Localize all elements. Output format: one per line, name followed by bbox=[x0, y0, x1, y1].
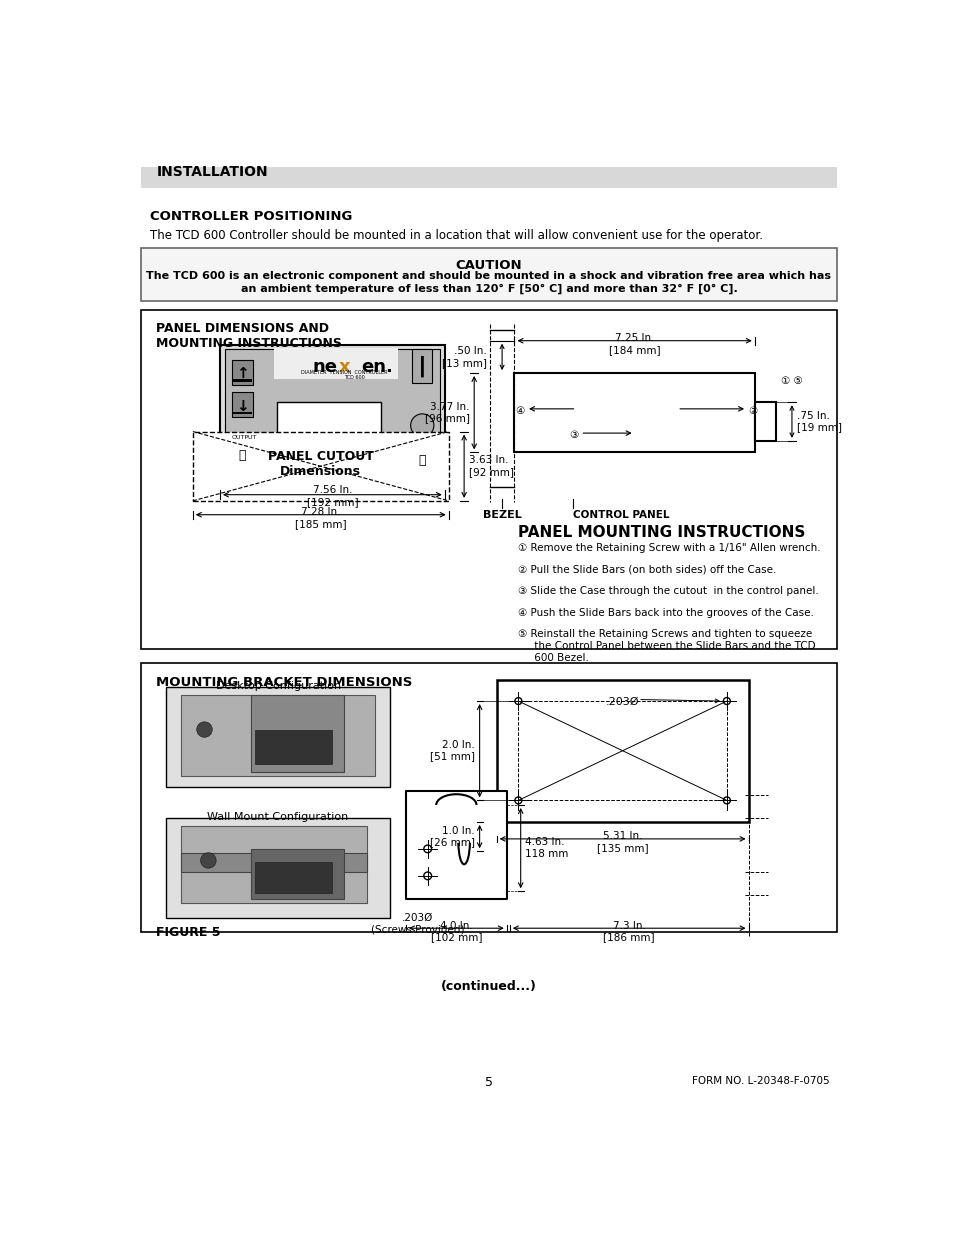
Text: Desktop Configuration: Desktop Configuration bbox=[215, 680, 340, 692]
Text: TCD 600: TCD 600 bbox=[343, 375, 364, 380]
Text: DIAMETER  TENSION  CONTROLLER: DIAMETER TENSION CONTROLLER bbox=[300, 370, 387, 375]
Text: 5.31 In.
[135 mm]: 5.31 In. [135 mm] bbox=[597, 831, 648, 853]
Bar bbox=[232, 393, 253, 417]
Text: 7.3 In.
[186 mm]: 7.3 In. [186 mm] bbox=[602, 920, 655, 942]
Text: FORM NO. L-20348-F-0705: FORM NO. L-20348-F-0705 bbox=[691, 1076, 828, 1086]
Text: ① Remove the Retaining Screw with a 1/16" Allen wrench.: ① Remove the Retaining Screw with a 1/16… bbox=[517, 543, 821, 553]
Text: 3.77 In.
[96 mm]: 3.77 In. [96 mm] bbox=[424, 401, 469, 424]
Text: ◄: ◄ bbox=[284, 466, 292, 475]
Bar bbox=[754, 403, 776, 441]
Text: The TCD 600 is an electronic component and should be mounted in a shock and vibr: The TCD 600 is an electronic component a… bbox=[146, 272, 831, 282]
Text: .50 In.
[13 mm]: .50 In. [13 mm] bbox=[441, 346, 486, 368]
Text: ④: ④ bbox=[515, 406, 524, 416]
Text: ⎈: ⎈ bbox=[418, 454, 426, 467]
Bar bbox=[274, 348, 397, 379]
Text: ②: ② bbox=[748, 406, 757, 416]
Bar bbox=[233, 379, 252, 382]
Bar bbox=[141, 310, 836, 648]
Text: PANEL MOUNTING INSTRUCTIONS: PANEL MOUNTING INSTRUCTIONS bbox=[517, 525, 805, 540]
Text: PANEL DIMENSIONS AND
MOUNTING INSTRUCTIONS: PANEL DIMENSIONS AND MOUNTING INSTRUCTIO… bbox=[156, 322, 342, 351]
Bar bbox=[412, 350, 432, 383]
Text: ⏻: ⏻ bbox=[238, 450, 246, 462]
Text: MOUNTING BRACKET DIMENSIONS: MOUNTING BRACKET DIMENSIONS bbox=[156, 677, 413, 689]
Circle shape bbox=[515, 797, 521, 804]
Text: an ambient temperature of less than 120° F [50° C] and more than 32° F [0° C].: an ambient temperature of less than 120°… bbox=[240, 284, 737, 294]
Text: The TCD 600 Controller should be mounted in a location that will allow convenien: The TCD 600 Controller should be mounted… bbox=[150, 228, 762, 242]
Text: ① ⑤: ① ⑤ bbox=[781, 375, 802, 385]
Bar bbox=[497, 679, 748, 823]
Text: 7.56 In.
[192 mm]: 7.56 In. [192 mm] bbox=[306, 485, 357, 508]
Bar bbox=[276, 403, 381, 456]
Bar bbox=[251, 848, 344, 899]
Bar bbox=[254, 862, 332, 893]
Text: 7.28 In.
[185 mm]: 7.28 In. [185 mm] bbox=[294, 508, 346, 529]
Bar bbox=[276, 462, 299, 479]
Text: ne: ne bbox=[313, 358, 337, 377]
Text: INSTALLATION: INSTALLATION bbox=[156, 165, 268, 179]
Bar bbox=[406, 792, 506, 899]
Circle shape bbox=[722, 698, 730, 704]
Bar bbox=[141, 167, 836, 188]
Bar bbox=[181, 826, 367, 903]
Text: BEZEL: BEZEL bbox=[482, 510, 521, 520]
Bar bbox=[141, 662, 836, 932]
Text: (continued...): (continued...) bbox=[440, 979, 537, 993]
Text: CONTROLLER POSITIONING: CONTROLLER POSITIONING bbox=[150, 210, 353, 222]
Bar bbox=[220, 345, 444, 479]
Bar bbox=[254, 730, 332, 764]
Bar bbox=[193, 431, 448, 501]
Bar bbox=[166, 818, 390, 918]
Circle shape bbox=[515, 698, 521, 704]
Text: ④ Push the Slide Bars back into the grooves of the Case.: ④ Push the Slide Bars back into the groo… bbox=[517, 608, 814, 618]
Text: .75 In.
[19 mm]: .75 In. [19 mm] bbox=[796, 411, 841, 432]
Circle shape bbox=[410, 452, 434, 475]
Text: 4.63 In.
118 mm: 4.63 In. 118 mm bbox=[525, 837, 568, 858]
Text: en.: en. bbox=[360, 358, 393, 377]
Bar bbox=[306, 462, 329, 479]
Text: ③ Slide the Case through the cutout  in the control panel.: ③ Slide the Case through the cutout in t… bbox=[517, 587, 819, 597]
Bar bbox=[514, 373, 754, 452]
Text: ② Pull the Slide Bars (on both sides) off the Case.: ② Pull the Slide Bars (on both sides) of… bbox=[517, 564, 776, 574]
Text: 5: 5 bbox=[484, 1076, 493, 1089]
Bar bbox=[232, 359, 253, 384]
Bar bbox=[224, 350, 439, 474]
Circle shape bbox=[423, 845, 431, 852]
Text: 2.0 In.
[51 mm]: 2.0 In. [51 mm] bbox=[430, 740, 475, 762]
Text: 7.25 In.
[184 mm]: 7.25 In. [184 mm] bbox=[608, 333, 659, 354]
Bar bbox=[233, 411, 252, 414]
Bar bbox=[181, 695, 375, 776]
Circle shape bbox=[196, 721, 212, 737]
Circle shape bbox=[722, 797, 730, 804]
Text: ┃: ┃ bbox=[416, 356, 427, 377]
Text: ↓: ↓ bbox=[235, 399, 249, 414]
Text: 1.0 In.
[26 mm]: 1.0 In. [26 mm] bbox=[430, 826, 475, 847]
Text: FIGURE 5: FIGURE 5 bbox=[156, 926, 221, 939]
Text: ③: ③ bbox=[569, 431, 578, 441]
Text: ↵: ↵ bbox=[314, 466, 321, 475]
Bar bbox=[141, 248, 836, 300]
Circle shape bbox=[233, 448, 253, 468]
Text: Wall Mount Configuration: Wall Mount Configuration bbox=[208, 811, 349, 823]
Circle shape bbox=[410, 414, 434, 437]
Bar bbox=[335, 462, 358, 479]
Text: CONTROL PANEL: CONTROL PANEL bbox=[572, 510, 668, 520]
Circle shape bbox=[200, 852, 216, 868]
Bar bbox=[166, 687, 390, 787]
Text: ⑤ Reinstall the Retaining Screws and tighten to squeeze
     the Control Panel b: ⑤ Reinstall the Retaining Screws and tig… bbox=[517, 630, 815, 663]
Text: PANEL CUTOUT
Dimensions: PANEL CUTOUT Dimensions bbox=[268, 450, 374, 478]
Bar bbox=[251, 695, 344, 772]
Text: ►: ► bbox=[343, 466, 351, 475]
Text: OUTPUT: OUTPUT bbox=[232, 436, 256, 441]
Text: .203Ø: .203Ø bbox=[605, 698, 639, 708]
Text: .203Ø
(Screws Provided): .203Ø (Screws Provided) bbox=[371, 913, 464, 935]
Text: x: x bbox=[338, 358, 350, 377]
Bar bbox=[181, 852, 367, 872]
Text: 4.0 In.
[102 mm]: 4.0 In. [102 mm] bbox=[430, 920, 481, 942]
Circle shape bbox=[423, 872, 431, 879]
Text: CAUTION: CAUTION bbox=[456, 259, 521, 272]
Text: ↑: ↑ bbox=[235, 367, 249, 382]
Text: 3.63 In.
[92 mm]: 3.63 In. [92 mm] bbox=[468, 456, 514, 477]
